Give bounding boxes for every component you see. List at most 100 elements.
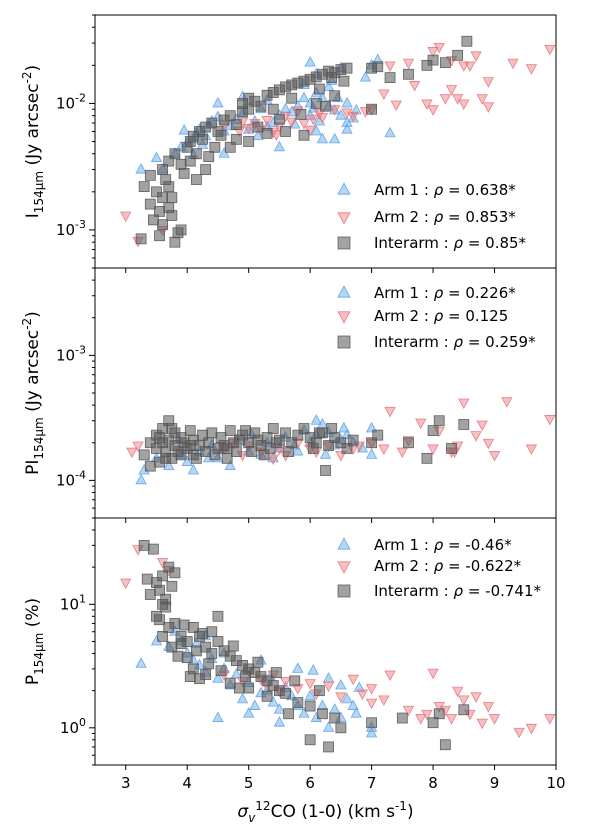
arm2-point	[470, 431, 482, 442]
interarm-point	[246, 446, 258, 457]
interarm-point	[433, 415, 445, 427]
arm1-point	[353, 681, 365, 692]
interarm-point	[335, 437, 347, 449]
arm1-point	[310, 414, 322, 425]
arm2-point	[427, 668, 439, 680]
interarm-point	[230, 133, 242, 145]
interarm-point	[200, 164, 212, 175]
interarm-point	[191, 174, 202, 185]
interarm-point	[427, 54, 439, 66]
arm1-point	[135, 162, 147, 174]
interarm-point	[252, 121, 264, 133]
arm2-point	[378, 444, 390, 456]
arm2-point	[402, 705, 415, 717]
interarm-point	[264, 443, 276, 454]
arm1-point	[273, 703, 286, 714]
interarm-point	[267, 423, 279, 434]
y-axis-label: PI154μm (Jy arcsec-2)	[20, 311, 46, 475]
interarm-point	[224, 110, 236, 122]
arm2-point	[445, 85, 458, 96]
arm2-point	[544, 714, 556, 725]
interarm-point	[326, 423, 338, 434]
arm1-point	[350, 707, 362, 718]
interarm-point	[372, 429, 384, 441]
arm2-point	[120, 211, 132, 223]
interarm-point	[187, 622, 199, 633]
legend-marker-arm2	[337, 212, 351, 225]
x-tick-label: 9	[490, 774, 500, 792]
interarm-point	[234, 434, 245, 446]
arm1-point	[310, 124, 322, 136]
arm2-point	[390, 100, 402, 112]
arm2-point	[384, 406, 396, 418]
interarm-point	[160, 452, 172, 464]
legend: Arm 1 : ρ = -0.46* Arm 2 : ρ = -0.622* Int…	[337, 536, 542, 600]
x-tick-label: 7	[367, 774, 377, 792]
interarm-point	[320, 465, 331, 476]
interarm-point	[160, 601, 172, 613]
arm1-point	[329, 103, 341, 115]
interarm-point	[138, 539, 150, 551]
interarm-point	[341, 62, 353, 74]
arm2-point	[458, 398, 470, 410]
interarm-point	[292, 429, 304, 441]
arm2-point	[513, 727, 525, 739]
interarm-point	[197, 628, 208, 639]
interarm-point	[298, 423, 310, 434]
y-tick-label: 101	[60, 592, 86, 613]
arm2-point	[470, 51, 482, 62]
arm2-point	[482, 102, 495, 113]
data-points	[126, 397, 556, 485]
arm1-point	[178, 123, 190, 135]
arm1-point	[135, 473, 147, 485]
arm1-point	[273, 140, 286, 152]
interarm-point	[175, 158, 187, 170]
arm1-point	[292, 444, 304, 456]
y-tick-label: 10-2	[56, 91, 86, 112]
interarm-point	[439, 739, 451, 751]
legend: Arm 1 : ρ = 0.638* Arm 2 : ρ = 0.853* Inte…	[337, 181, 527, 252]
interarm-point	[320, 100, 331, 112]
arm2-point	[476, 94, 488, 105]
interarm-point	[243, 136, 255, 147]
arm1-point	[150, 151, 163, 162]
interarm-point	[169, 236, 181, 248]
x-tick-label: 8	[428, 774, 438, 792]
arm1-point	[181, 455, 193, 467]
interarm-point	[206, 117, 218, 129]
arm2-point	[408, 81, 421, 92]
arm2-point	[378, 695, 390, 706]
data-points	[120, 539, 556, 753]
x-axis-label: σv12CO (1-0) (km s-1)	[237, 799, 413, 825]
arm2-point	[482, 77, 495, 88]
legend-label-arm2: Arm 2 : ρ = 0.125	[374, 307, 508, 325]
arm2-point	[421, 709, 433, 721]
y-tick-label: 100	[60, 716, 86, 737]
interarm-point	[191, 148, 202, 160]
interarm-point	[240, 671, 251, 682]
interarm-point	[151, 186, 162, 198]
interarm-point	[317, 708, 328, 720]
interarm-point	[307, 443, 319, 454]
legend-marker-interarm	[337, 584, 351, 598]
interarm-point	[261, 127, 273, 139]
interarm-point	[458, 704, 470, 716]
legend-label-arm1: Arm 1 : ρ = -0.46*	[374, 536, 512, 554]
interarm-point	[261, 432, 273, 443]
arm2-point	[427, 47, 439, 58]
arm1-point	[316, 132, 329, 144]
legend-label-arm1: Arm 1 : ρ = 0.226*	[374, 284, 516, 302]
interarm-point	[184, 425, 196, 437]
arm1-point	[335, 109, 347, 120]
arm2-point	[378, 89, 390, 100]
interarm-point	[184, 440, 196, 451]
y-axis-label: I154μm (Jy arcsec-2)	[20, 65, 46, 218]
interarm-point	[224, 677, 236, 689]
arm2-point	[365, 698, 378, 710]
arm1-point	[212, 672, 224, 683]
interarm-point	[212, 610, 224, 622]
interarm-point	[366, 103, 378, 115]
arm1-point	[212, 96, 224, 108]
interarm-point	[203, 151, 215, 162]
